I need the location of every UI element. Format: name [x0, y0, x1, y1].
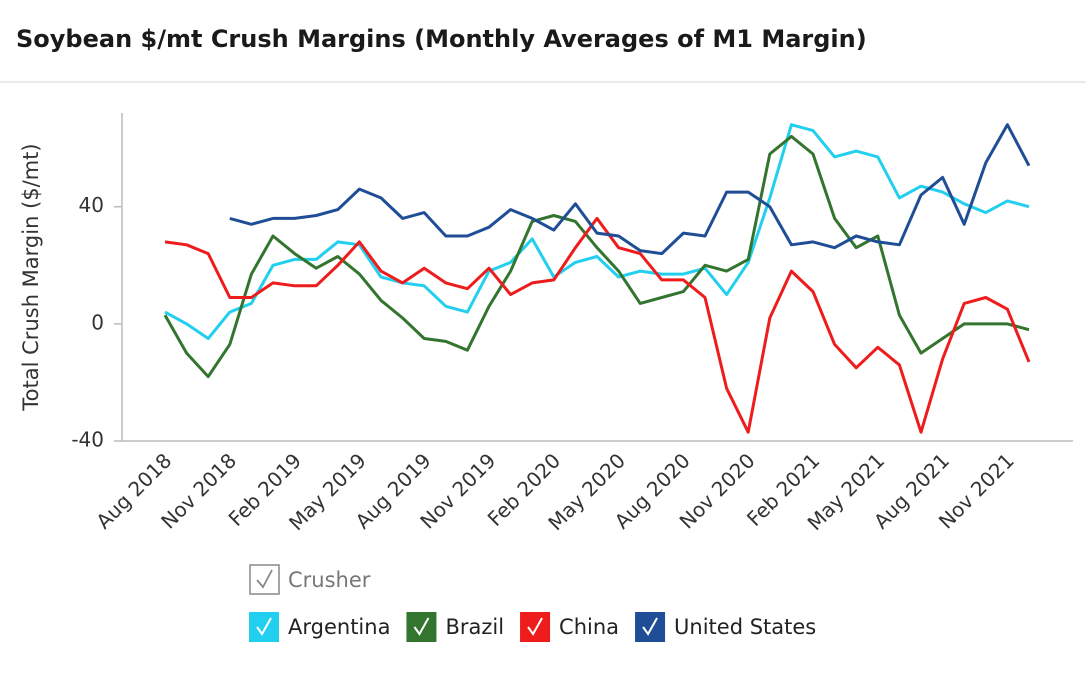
legend-swatch	[406, 612, 437, 642]
legend-check	[642, 617, 658, 636]
legend-check	[413, 617, 430, 636]
legend-label: United States	[674, 615, 816, 639]
series-line	[164, 123, 1030, 340]
chart-title: Soybean $/mt Crush Margins (Monthly Aver…	[16, 25, 867, 53]
legend-swatch	[520, 612, 551, 642]
legend-title-check	[256, 569, 273, 589]
y-tick-label: 0	[91, 310, 104, 334]
y-axis-title: Total Crush Margin ($/mt)	[19, 143, 43, 411]
legend-check	[527, 617, 543, 636]
series-line	[164, 216, 1031, 434]
legend-label: Argentina	[288, 615, 390, 639]
legend-swatch	[249, 612, 279, 642]
legend-check	[256, 617, 272, 636]
legend-label: China	[559, 615, 619, 639]
legend-swatch	[635, 612, 666, 642]
series-line	[163, 134, 1030, 379]
legend-title-box	[249, 564, 280, 595]
y-tick-label: -40	[71, 428, 104, 452]
y-tick-label: 40	[79, 193, 104, 217]
legend-label: Brazil	[445, 615, 504, 639]
legend-title: Crusher	[288, 568, 371, 592]
series-line	[229, 123, 1031, 256]
